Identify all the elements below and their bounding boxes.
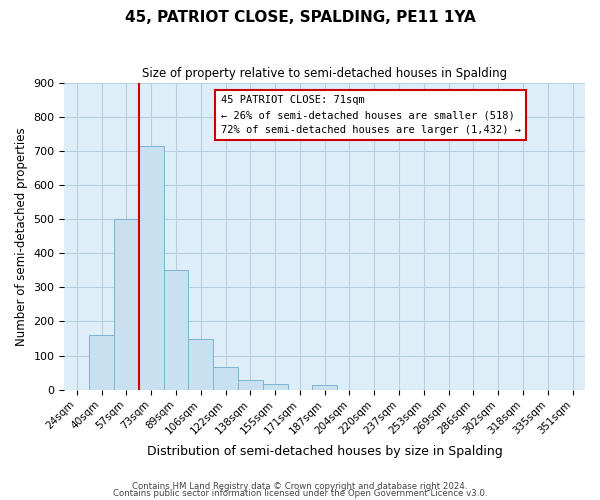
Y-axis label: Number of semi-detached properties: Number of semi-detached properties: [15, 127, 28, 346]
Bar: [139, 146, 164, 390]
Text: 45, PATRIOT CLOSE, SPALDING, PE11 1YA: 45, PATRIOT CLOSE, SPALDING, PE11 1YA: [125, 10, 475, 25]
Bar: [238, 380, 263, 390]
Bar: [313, 386, 337, 390]
Bar: [164, 270, 188, 390]
Text: Contains public sector information licensed under the Open Government Licence v3: Contains public sector information licen…: [113, 490, 487, 498]
Text: 45 PATRIOT CLOSE: 71sqm
← 26% of semi-detached houses are smaller (518)
72% of s: 45 PATRIOT CLOSE: 71sqm ← 26% of semi-de…: [221, 96, 521, 135]
X-axis label: Distribution of semi-detached houses by size in Spalding: Distribution of semi-detached houses by …: [147, 444, 503, 458]
Bar: [89, 335, 114, 390]
Bar: [213, 368, 238, 390]
Title: Size of property relative to semi-detached houses in Spalding: Size of property relative to semi-detach…: [142, 68, 507, 80]
Bar: [114, 220, 139, 390]
Bar: [188, 339, 213, 390]
Text: Contains HM Land Registry data © Crown copyright and database right 2024.: Contains HM Land Registry data © Crown c…: [132, 482, 468, 491]
Bar: [263, 384, 287, 390]
